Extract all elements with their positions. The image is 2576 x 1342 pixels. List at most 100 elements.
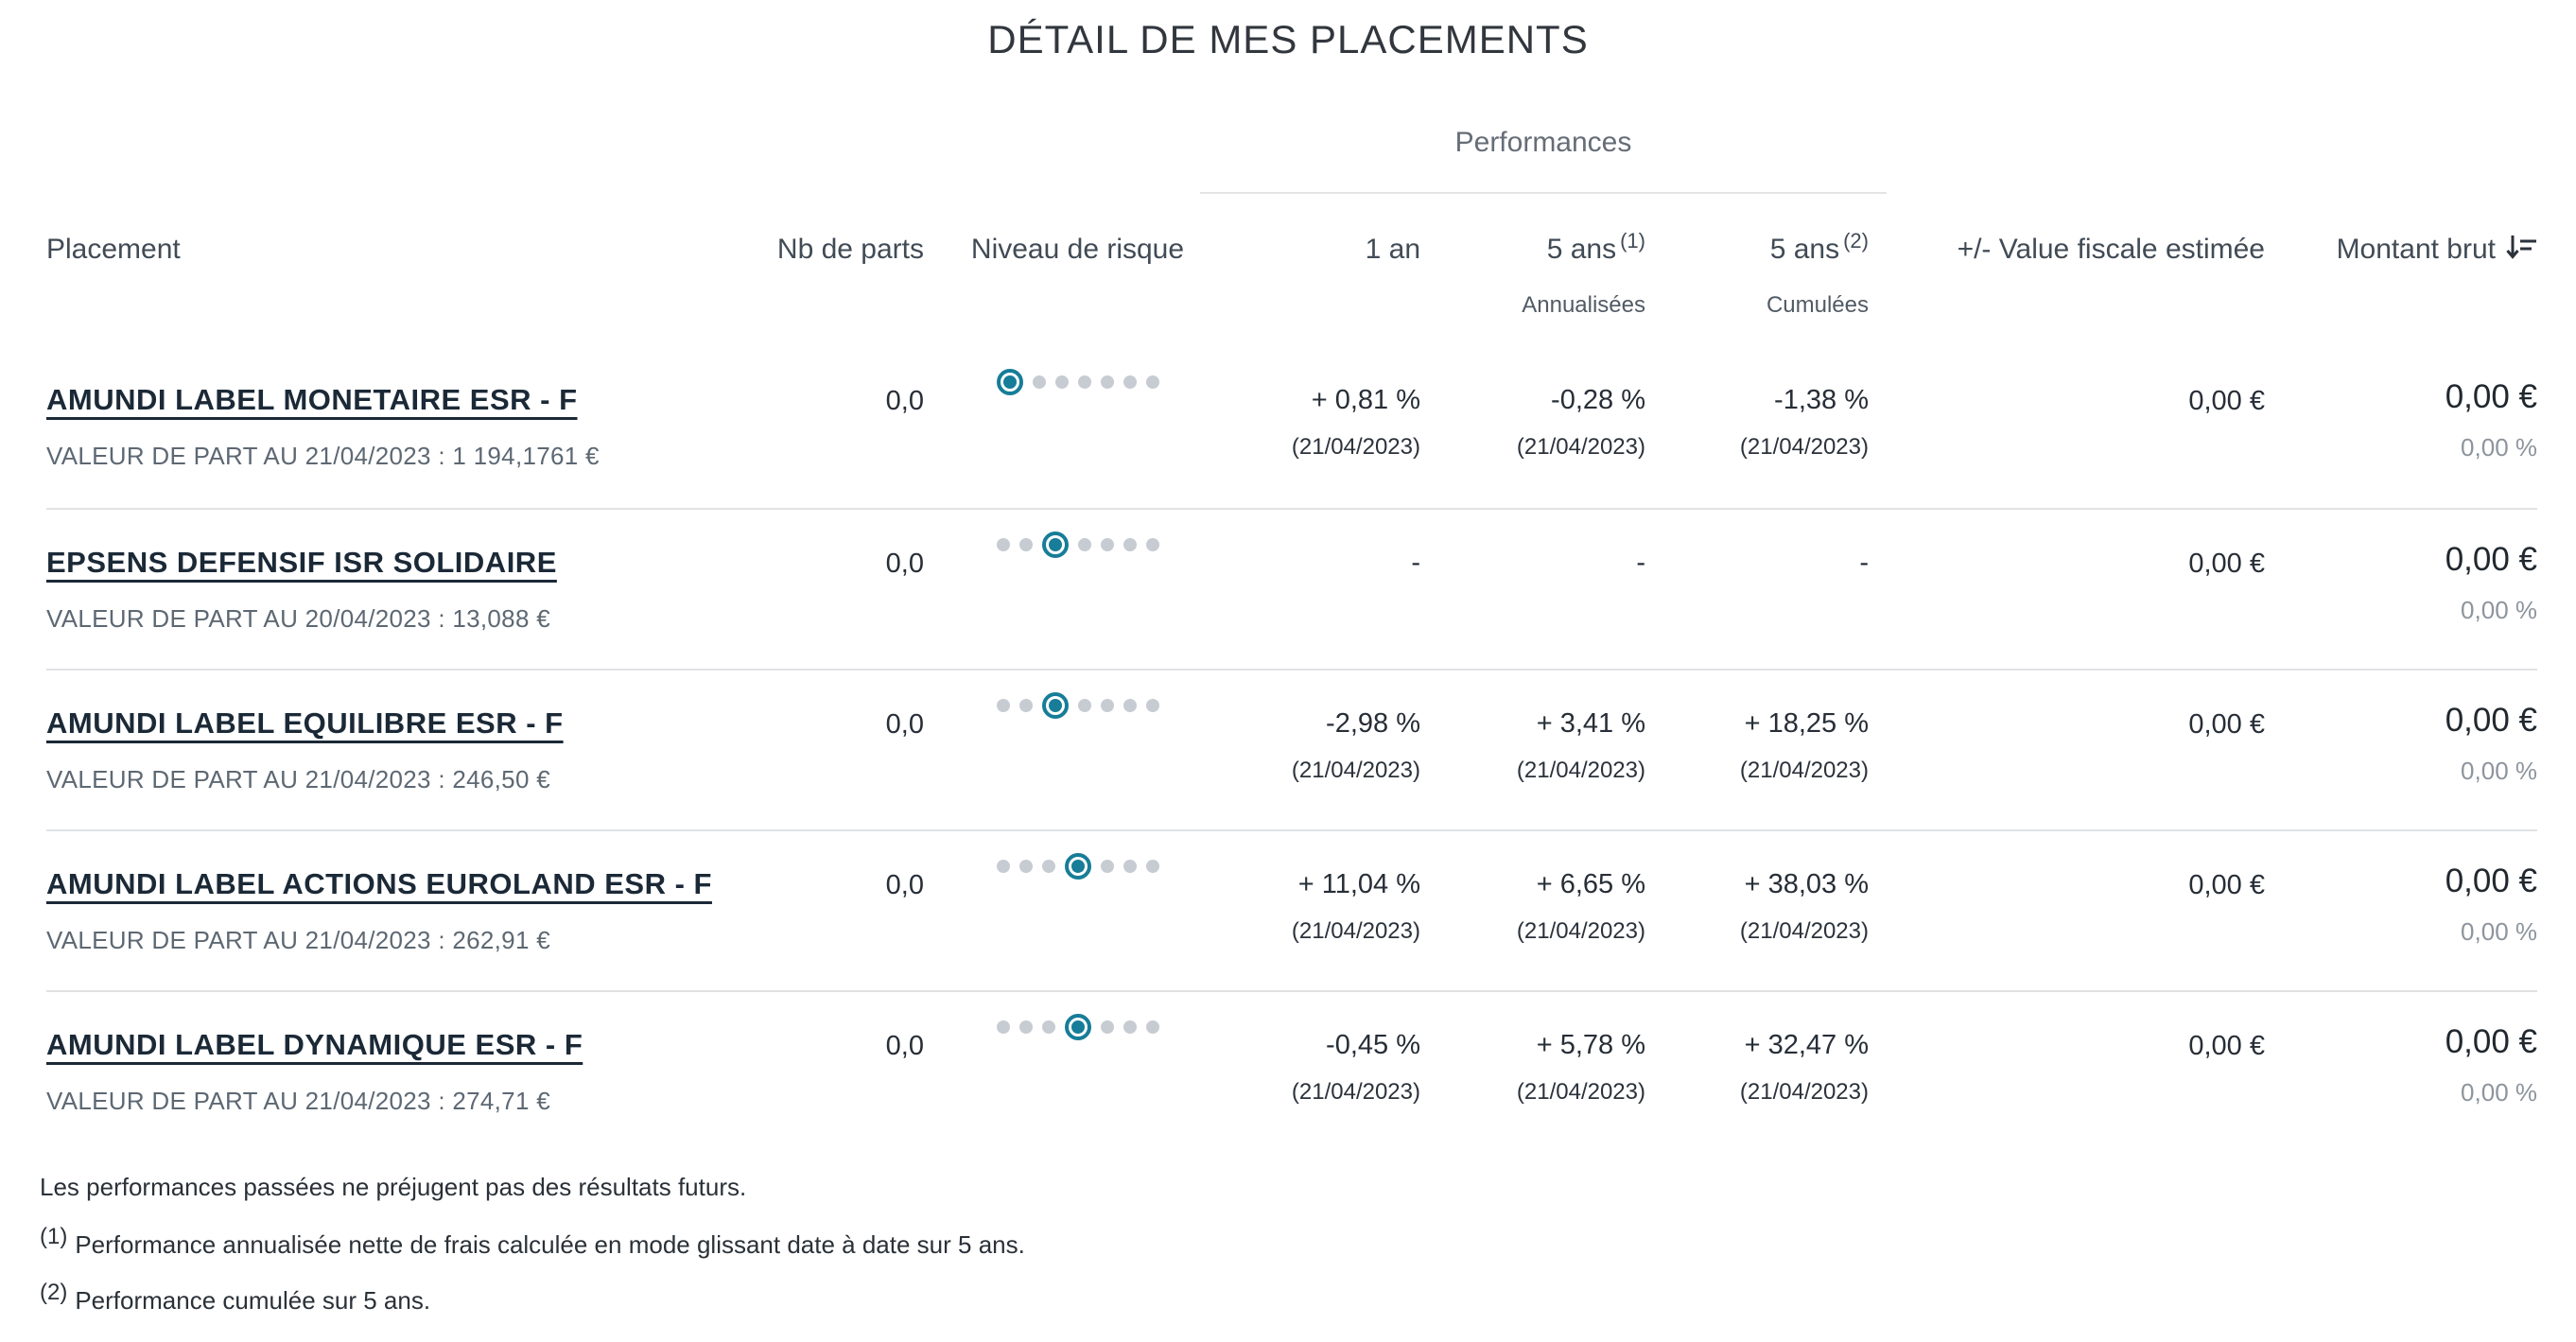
perf-5ans-annualisees-value: -0,28 % — [1551, 385, 1645, 415]
perf-1an-value: + 11,04 % — [1297, 869, 1420, 899]
placements-table: Placement Nb de parts Niveau de risque 1… — [46, 229, 2537, 1151]
perf-1an-value: - — [1411, 548, 1420, 578]
column-header-1-an: 1 an — [1365, 234, 1420, 265]
risk-dot — [1100, 1020, 1114, 1034]
fund-valeur-de-part: VALEUR DE PART AU 20/04/2023 : 13,088 € — [46, 604, 550, 633]
value-fiscale-value: 0,00 € — [2188, 549, 2265, 579]
table-header-row: Placement Nb de parts Niveau de risque 1… — [46, 229, 2537, 347]
fund-valeur-de-part: VALEUR DE PART AU 21/04/2023 : 262,91 € — [46, 926, 550, 954]
risk-dot — [1123, 538, 1137, 551]
montant-brut-percent: 0,00 % — [2461, 757, 2537, 785]
montant-brut-percent: 0,00 % — [2461, 917, 2537, 946]
perf-5ans-annualisees-value: + 3,41 % — [1536, 708, 1645, 739]
risk-dot — [1145, 375, 1159, 389]
risk-dot — [1018, 699, 1033, 712]
risk-dot — [1100, 699, 1114, 712]
column-header-montant-brut[interactable]: Montant brut — [2265, 233, 2537, 270]
perf-1an-date: (21/04/2023) — [1291, 1079, 1420, 1105]
footnote-2-text: Performance cumulée sur 5 ans. — [75, 1286, 431, 1315]
header-cumulees-sublabel: Cumulées — [1766, 292, 1869, 318]
risk-dot — [1123, 1020, 1137, 1034]
footnotes: Les performances passées ne préjugent pa… — [40, 1173, 1025, 1342]
montant-brut-value: 0,00 € — [2445, 863, 2537, 899]
sort-descending-icon[interactable] — [2505, 234, 2537, 270]
perf-5ans-cumulees-date: (21/04/2023) — [1739, 434, 1869, 460]
montant-brut-label: Montant brut — [2336, 234, 2496, 265]
risk-dot — [996, 860, 1010, 873]
column-header-nb-de-parts: Nb de parts — [776, 234, 924, 265]
column-header-5-ans-annualisees: 5 ans (1) Annualisées — [1420, 229, 1645, 322]
nb-de-parts-value: 0,0 — [885, 709, 924, 740]
risk-dot — [1145, 860, 1159, 873]
risk-dot — [1054, 375, 1069, 389]
page-title: DÉTAIL DE MES PLACEMENTS — [987, 17, 1589, 61]
risk-level-indicator — [996, 853, 1159, 880]
risk-dot — [1145, 1020, 1159, 1034]
montant-brut-value: 0,00 € — [2445, 541, 2537, 578]
perf-5ans-annualisees-value: + 6,65 % — [1536, 869, 1645, 899]
fund-link[interactable]: AMUNDI LABEL EQUILIBRE ESR - F — [46, 706, 564, 740]
perf-1an-date: (21/04/2023) — [1291, 434, 1420, 460]
montant-brut-value: 0,00 € — [2445, 702, 2537, 739]
nb-de-parts-value: 0,0 — [885, 386, 924, 416]
risk-dot — [1018, 860, 1033, 873]
perf-5ans-annualisees-date: (21/04/2023) — [1516, 758, 1645, 783]
performances-group-header: Performances — [1454, 127, 1632, 158]
fund-link[interactable]: AMUNDI LABEL DYNAMIQUE ESR - F — [46, 1028, 583, 1061]
footnote-1-superscript: (1) — [40, 1224, 68, 1249]
risk-dot — [996, 538, 1010, 551]
risk-dot-active — [1064, 853, 1091, 880]
risk-dot — [1077, 699, 1091, 712]
risk-dot — [996, 1020, 1010, 1034]
risk-dot-active — [1041, 532, 1069, 558]
table-row: AMUNDI LABEL ACTIONS EUROLAND ESR - F VA… — [46, 829, 2537, 990]
footnote-2: (2) Performance cumulée sur 5 ans. — [40, 1280, 1025, 1316]
fund-link[interactable]: EPSENS DEFENSIF ISR SOLIDAIRE — [46, 546, 557, 579]
risk-dot — [1077, 375, 1091, 389]
risk-dot — [1145, 538, 1159, 551]
perf-5ans-annualisees-date: (21/04/2023) — [1516, 918, 1645, 944]
header-5ans-2-superscript: (2) — [1843, 229, 1869, 253]
table-row: AMUNDI LABEL MONETAIRE ESR - F VALEUR DE… — [46, 347, 2537, 508]
header-5ans-2-label: 5 ans — [1769, 234, 1840, 265]
table-row: AMUNDI LABEL EQUILIBRE ESR - F VALEUR DE… — [46, 669, 2537, 829]
risk-dot — [1123, 699, 1137, 712]
risk-dot — [1100, 860, 1114, 873]
perf-5ans-cumulees-value: -1,38 % — [1774, 385, 1869, 415]
perf-5ans-cumulees-date: (21/04/2023) — [1739, 758, 1869, 783]
risk-dot — [1145, 699, 1159, 712]
column-header-5-ans-cumulees: 5 ans (2) Cumulées — [1645, 229, 1869, 322]
risk-dot-active — [1041, 692, 1069, 719]
perf-5ans-annualisees-date: (21/04/2023) — [1516, 434, 1645, 460]
header-5ans-1-label: 5 ans — [1546, 234, 1617, 265]
risk-dot — [1077, 538, 1091, 551]
fund-valeur-de-part: VALEUR DE PART AU 21/04/2023 : 1 194,176… — [46, 442, 600, 470]
risk-dot — [1041, 860, 1055, 873]
risk-dot — [996, 699, 1010, 712]
perf-5ans-cumulees-date: (21/04/2023) — [1739, 1079, 1869, 1105]
header-annualisees-sublabel: Annualisées — [1522, 292, 1645, 318]
table-row: EPSENS DEFENSIF ISR SOLIDAIRE VALEUR DE … — [46, 508, 2537, 669]
perf-5ans-annualisees-value: - — [1636, 548, 1645, 578]
perf-5ans-cumulees-value: + 38,03 % — [1744, 869, 1869, 899]
perf-1an-value: -2,98 % — [1326, 708, 1420, 739]
table-row: AMUNDI LABEL DYNAMIQUE ESR - F VALEUR DE… — [46, 990, 2537, 1151]
risk-dot-active — [996, 369, 1023, 395]
risk-dot — [1123, 860, 1137, 873]
value-fiscale-value: 0,00 € — [2188, 386, 2265, 416]
footnote-2-superscript: (2) — [40, 1280, 68, 1305]
perf-1an-date: (21/04/2023) — [1291, 758, 1420, 783]
header-5ans-1-superscript: (1) — [1620, 229, 1645, 253]
fund-valeur-de-part: VALEUR DE PART AU 21/04/2023 : 246,50 € — [46, 765, 550, 793]
footnote-1-text: Performance annualisée nette de frais ca… — [75, 1230, 1025, 1259]
perf-5ans-annualisees-date: (21/04/2023) — [1516, 1079, 1645, 1105]
fund-link[interactable]: AMUNDI LABEL MONETAIRE ESR - F — [46, 383, 578, 416]
perf-5ans-cumulees-value: + 18,25 % — [1744, 708, 1869, 739]
risk-level-indicator — [996, 1014, 1159, 1040]
column-header-value-fiscale: +/- Value fiscale estimée — [1957, 234, 2265, 265]
fund-link[interactable]: AMUNDI LABEL ACTIONS EUROLAND ESR - F — [46, 867, 712, 900]
perf-5ans-cumulees-date: (21/04/2023) — [1739, 918, 1869, 944]
fund-valeur-de-part: VALEUR DE PART AU 21/04/2023 : 274,71 € — [46, 1087, 550, 1115]
risk-dot — [1123, 375, 1137, 389]
perf-5ans-cumulees-value: - — [1859, 548, 1869, 578]
